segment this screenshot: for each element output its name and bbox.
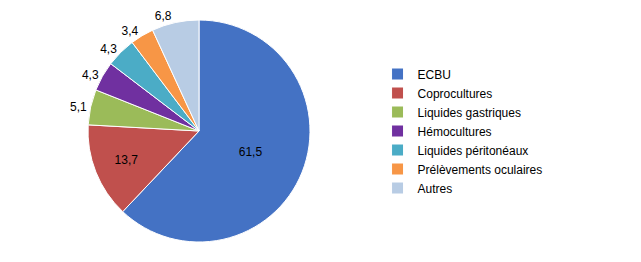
svg-text:Coprocultures: Coprocultures xyxy=(418,87,493,101)
svg-text:Hémocultures: Hémocultures xyxy=(418,125,492,139)
svg-text:4,3: 4,3 xyxy=(82,68,99,82)
svg-text:Liquides gastriques: Liquides gastriques xyxy=(418,106,521,120)
svg-text:61,5: 61,5 xyxy=(239,145,263,159)
svg-text:Autres: Autres xyxy=(418,182,453,196)
svg-text:3,4: 3,4 xyxy=(122,24,139,38)
svg-text:5,1: 5,1 xyxy=(70,100,87,114)
svg-text:4,3: 4,3 xyxy=(100,42,117,56)
svg-text:ECBU: ECBU xyxy=(418,68,451,82)
svg-text:Prélèvements oculaires: Prélèvements oculaires xyxy=(418,163,543,177)
svg-text:Liquides péritonéaux: Liquides péritonéaux xyxy=(418,144,529,158)
svg-text:13,7: 13,7 xyxy=(115,153,139,167)
svg-text:6,8: 6,8 xyxy=(155,9,172,23)
